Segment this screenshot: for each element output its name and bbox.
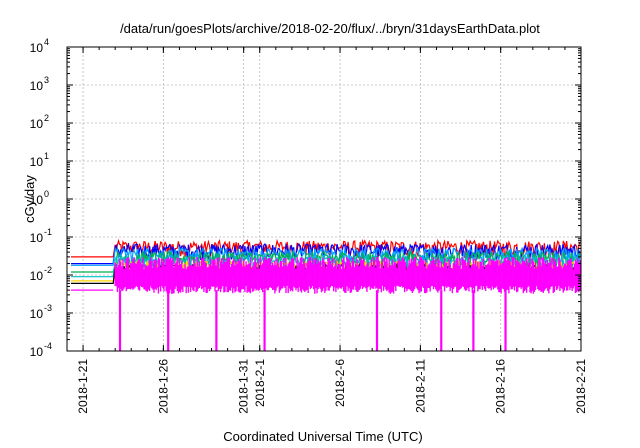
x-tick-label: 2018-2-6 (333, 359, 347, 407)
y-tick-label: 10 (30, 345, 44, 359)
y-tick-label: 10 (30, 155, 44, 169)
y-tick-label: 10 (30, 79, 44, 93)
y-tick-exponent: -4 (44, 341, 52, 351)
grid (67, 46, 582, 352)
y-tick-exponent: 2 (44, 113, 49, 123)
x-tick-label: 2018-1-31 (237, 359, 251, 414)
x-tick-label: 2018-2-21 (574, 359, 588, 414)
y-tick-exponent: 1 (44, 151, 49, 161)
series-group (71, 238, 581, 351)
x-tick-label: 2018-2-16 (494, 359, 508, 414)
y-tick-label: 10 (30, 231, 44, 245)
y-tick-exponent: -3 (44, 303, 52, 313)
x-axis-label: Coordinated Universal Time (UTC) (223, 429, 422, 444)
x-tick-label: 2018-2-11 (413, 359, 427, 413)
x-tick-label: 2018-1-21 (76, 359, 90, 414)
y-tick-exponent: 0 (44, 189, 49, 199)
y-tick-exponent: -2 (44, 265, 52, 275)
y-tick-exponent: 4 (44, 37, 49, 47)
y-tick-label: 10 (30, 269, 44, 283)
y-tick-label: 10 (30, 41, 44, 55)
x-tick-label: 2018-1-26 (156, 359, 170, 414)
y-axis-label: cGy/day (22, 175, 37, 223)
y-tick-exponent: 3 (44, 75, 49, 85)
y-tick-label: 10 (30, 117, 44, 131)
chart-title: /data/run/goesPlots/archive/2018-02-20/f… (120, 21, 540, 36)
y-tick-label: 10 (30, 307, 44, 321)
x-tick-label: 2018-2-1 (253, 359, 267, 407)
y-tick-exponent: -1 (44, 227, 52, 237)
x-axis: 2018-1-21 2018-1-26 2018-1-31 2018-2-1 2018-… (66, 47, 588, 414)
y-tick-label: 10 (30, 193, 44, 207)
